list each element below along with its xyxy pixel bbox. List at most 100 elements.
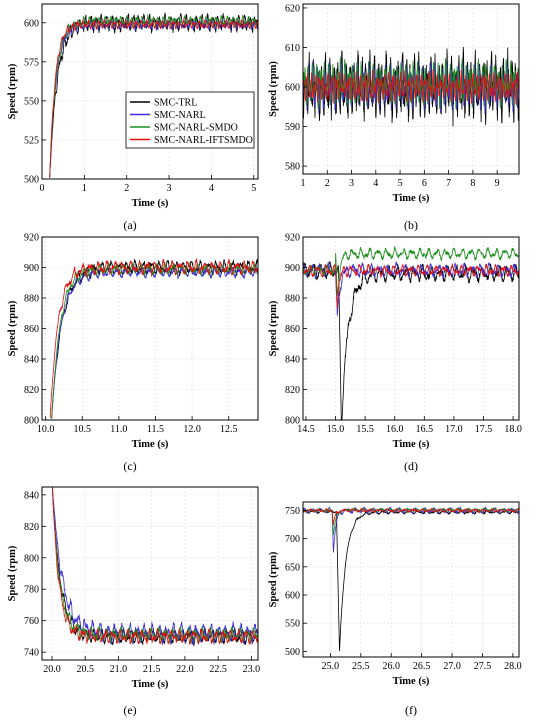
series-line-smc-narl-smdo bbox=[51, 487, 258, 644]
series-line-smc-narl-iftsmdo bbox=[303, 507, 519, 526]
x-tick-label: 18.0 bbox=[504, 424, 522, 435]
y-tick-label: 800 bbox=[24, 416, 39, 427]
x-tick-label: 4 bbox=[373, 178, 378, 189]
y-tick-label: 550 bbox=[24, 96, 39, 107]
x-tick-label: 11.0 bbox=[110, 424, 127, 435]
series-line-smc-narl bbox=[303, 261, 519, 316]
panel-label: (c) bbox=[123, 459, 136, 473]
y-tick-label: 840 bbox=[24, 355, 39, 366]
chart-panel-2: 1 2 3 4 5 6 7 8 9 580 590 600 610 620 Time (s) Speed (r… bbox=[268, 3, 520, 232]
x-tick-label: 27.0 bbox=[443, 661, 461, 672]
x-tick-label: 0 bbox=[40, 183, 45, 194]
x-tick-label: 7 bbox=[446, 178, 451, 189]
y-tick-label: 575 bbox=[24, 57, 39, 68]
x-axis-label: Time (s) bbox=[393, 193, 430, 204]
x-tick-label: 17.5 bbox=[475, 424, 493, 435]
chart-panel-3: 10.0 10.5 11.0 11.5 12.0 12.5 800 820 840 860 880 9… bbox=[7, 233, 259, 473]
x-tick-label: 3 bbox=[167, 183, 172, 194]
y-tick-label: 590 bbox=[285, 122, 300, 133]
x-tick-label: 23.0 bbox=[243, 664, 261, 675]
y-tick-label: 800 bbox=[285, 416, 300, 427]
x-tick-label: 3 bbox=[349, 178, 354, 189]
y-tick-label: 840 bbox=[285, 355, 300, 366]
x-tick-label: 28.0 bbox=[504, 661, 522, 672]
y-axis-label: Speed (rpm) bbox=[7, 545, 18, 601]
x-tick-label: 22.0 bbox=[176, 664, 194, 675]
x-tick-label: 21.5 bbox=[143, 664, 161, 675]
x-tick-label: 16.0 bbox=[386, 424, 404, 435]
legend-entry: SMC-NARL-IFTSMDO bbox=[154, 135, 253, 146]
series-line-smc-narl-iftsmdo bbox=[303, 263, 519, 309]
x-tick-label: 5 bbox=[398, 178, 403, 189]
y-tick-label: 700 bbox=[285, 534, 300, 545]
chart-panel-1: 0 1 2 3 4 5 500 525 550 575 600 Time (s) Speed (rpm)… bbox=[7, 3, 259, 232]
y-tick-label: 860 bbox=[285, 324, 300, 335]
x-tick-label: 8 bbox=[470, 178, 475, 189]
x-tick-label: 27.5 bbox=[474, 661, 492, 672]
y-tick-label: 550 bbox=[285, 619, 300, 630]
x-tick-label: 10.5 bbox=[74, 424, 92, 435]
y-axis-label: Speed (rpm) bbox=[268, 300, 279, 356]
legend-entry: SMC-TRL bbox=[154, 98, 197, 109]
series-line-smc-narl-smdo bbox=[303, 245, 519, 297]
series-line-smc-narl-smdo bbox=[49, 13, 258, 178]
x-tick-label: 9 bbox=[495, 178, 500, 189]
y-tick-label: 500 bbox=[24, 175, 39, 186]
y-tick-label: 900 bbox=[24, 263, 39, 274]
x-axis-label: Time (s) bbox=[132, 198, 169, 209]
plot-frame bbox=[302, 3, 520, 175]
series-line-smc-narl-iftsmdo bbox=[303, 69, 519, 105]
y-tick-label: 600 bbox=[285, 83, 300, 94]
chart-panel-5: 20.0 20.5 21.0 21.5 22.0 22.5 23.0 740 760 780 800… bbox=[7, 486, 261, 717]
x-tick-label: 26.0 bbox=[382, 661, 400, 672]
x-tick-label: 4 bbox=[209, 183, 214, 194]
y-axis-label: Speed (rpm) bbox=[7, 300, 18, 356]
y-tick-label: 780 bbox=[24, 585, 39, 596]
x-tick-label: 2 bbox=[124, 183, 129, 194]
x-tick-label: 12.5 bbox=[220, 424, 238, 435]
y-tick-label: 760 bbox=[24, 616, 39, 627]
x-tick-label: 21.0 bbox=[110, 664, 128, 675]
y-tick-label: 750 bbox=[285, 506, 300, 517]
y-tick-label: 525 bbox=[24, 135, 39, 146]
x-tick-label: 20.0 bbox=[43, 664, 61, 675]
x-tick-label: 15.5 bbox=[356, 424, 374, 435]
series-line-smc-narl-iftsmdo bbox=[49, 17, 258, 178]
y-tick-label: 820 bbox=[24, 385, 39, 396]
x-axis-label: Time (s) bbox=[393, 676, 430, 687]
y-tick-label: 900 bbox=[285, 263, 300, 274]
plot-frame bbox=[41, 486, 259, 661]
legend-entry: SMC-NARL-SMDO bbox=[154, 123, 238, 134]
x-tick-label: 11.5 bbox=[147, 424, 164, 435]
x-tick-label: 17.0 bbox=[445, 424, 463, 435]
y-axis-label: Speed (rpm) bbox=[268, 61, 279, 117]
y-tick-label: 880 bbox=[24, 294, 39, 305]
x-tick-label: 25.5 bbox=[352, 661, 370, 672]
chart-panel-4: 14.5 15.0 15.5 16.0 16.5 17.0 17.5 18.0 800 820 84… bbox=[268, 233, 522, 474]
chart-panel-6: 25.0 25.5 26.0 26.5 27.0 27.5 28.0 500 550 600 650… bbox=[268, 501, 522, 717]
y-tick-label: 920 bbox=[24, 233, 39, 244]
panel-label: (a) bbox=[123, 218, 136, 232]
x-tick-label: 12.0 bbox=[183, 424, 201, 435]
series-line-smc-narl-iftsmdo bbox=[51, 487, 258, 645]
x-tick-label: 5 bbox=[251, 183, 256, 194]
x-tick-label: 15.0 bbox=[327, 424, 345, 435]
x-tick-label: 16.5 bbox=[416, 424, 434, 435]
x-tick-label: 20.5 bbox=[76, 664, 94, 675]
x-axis-label: Time (s) bbox=[132, 679, 169, 690]
x-tick-label: 1 bbox=[301, 178, 306, 189]
y-axis-label: Speed (rpm) bbox=[7, 63, 18, 119]
series-line-smc-narl-iftsmdo bbox=[49, 257, 258, 418]
plot-frame bbox=[302, 501, 520, 658]
x-axis-label: Time (s) bbox=[132, 439, 169, 450]
panel-label: (e) bbox=[123, 703, 136, 717]
x-tick-label: 26.5 bbox=[413, 661, 431, 672]
y-tick-label: 820 bbox=[285, 385, 300, 396]
y-tick-label: 600 bbox=[285, 591, 300, 602]
series-line-smc-narl bbox=[52, 487, 258, 646]
plot-frame bbox=[41, 3, 259, 180]
x-tick-label: 25.0 bbox=[322, 661, 340, 672]
y-tick-label: 500 bbox=[285, 647, 300, 658]
